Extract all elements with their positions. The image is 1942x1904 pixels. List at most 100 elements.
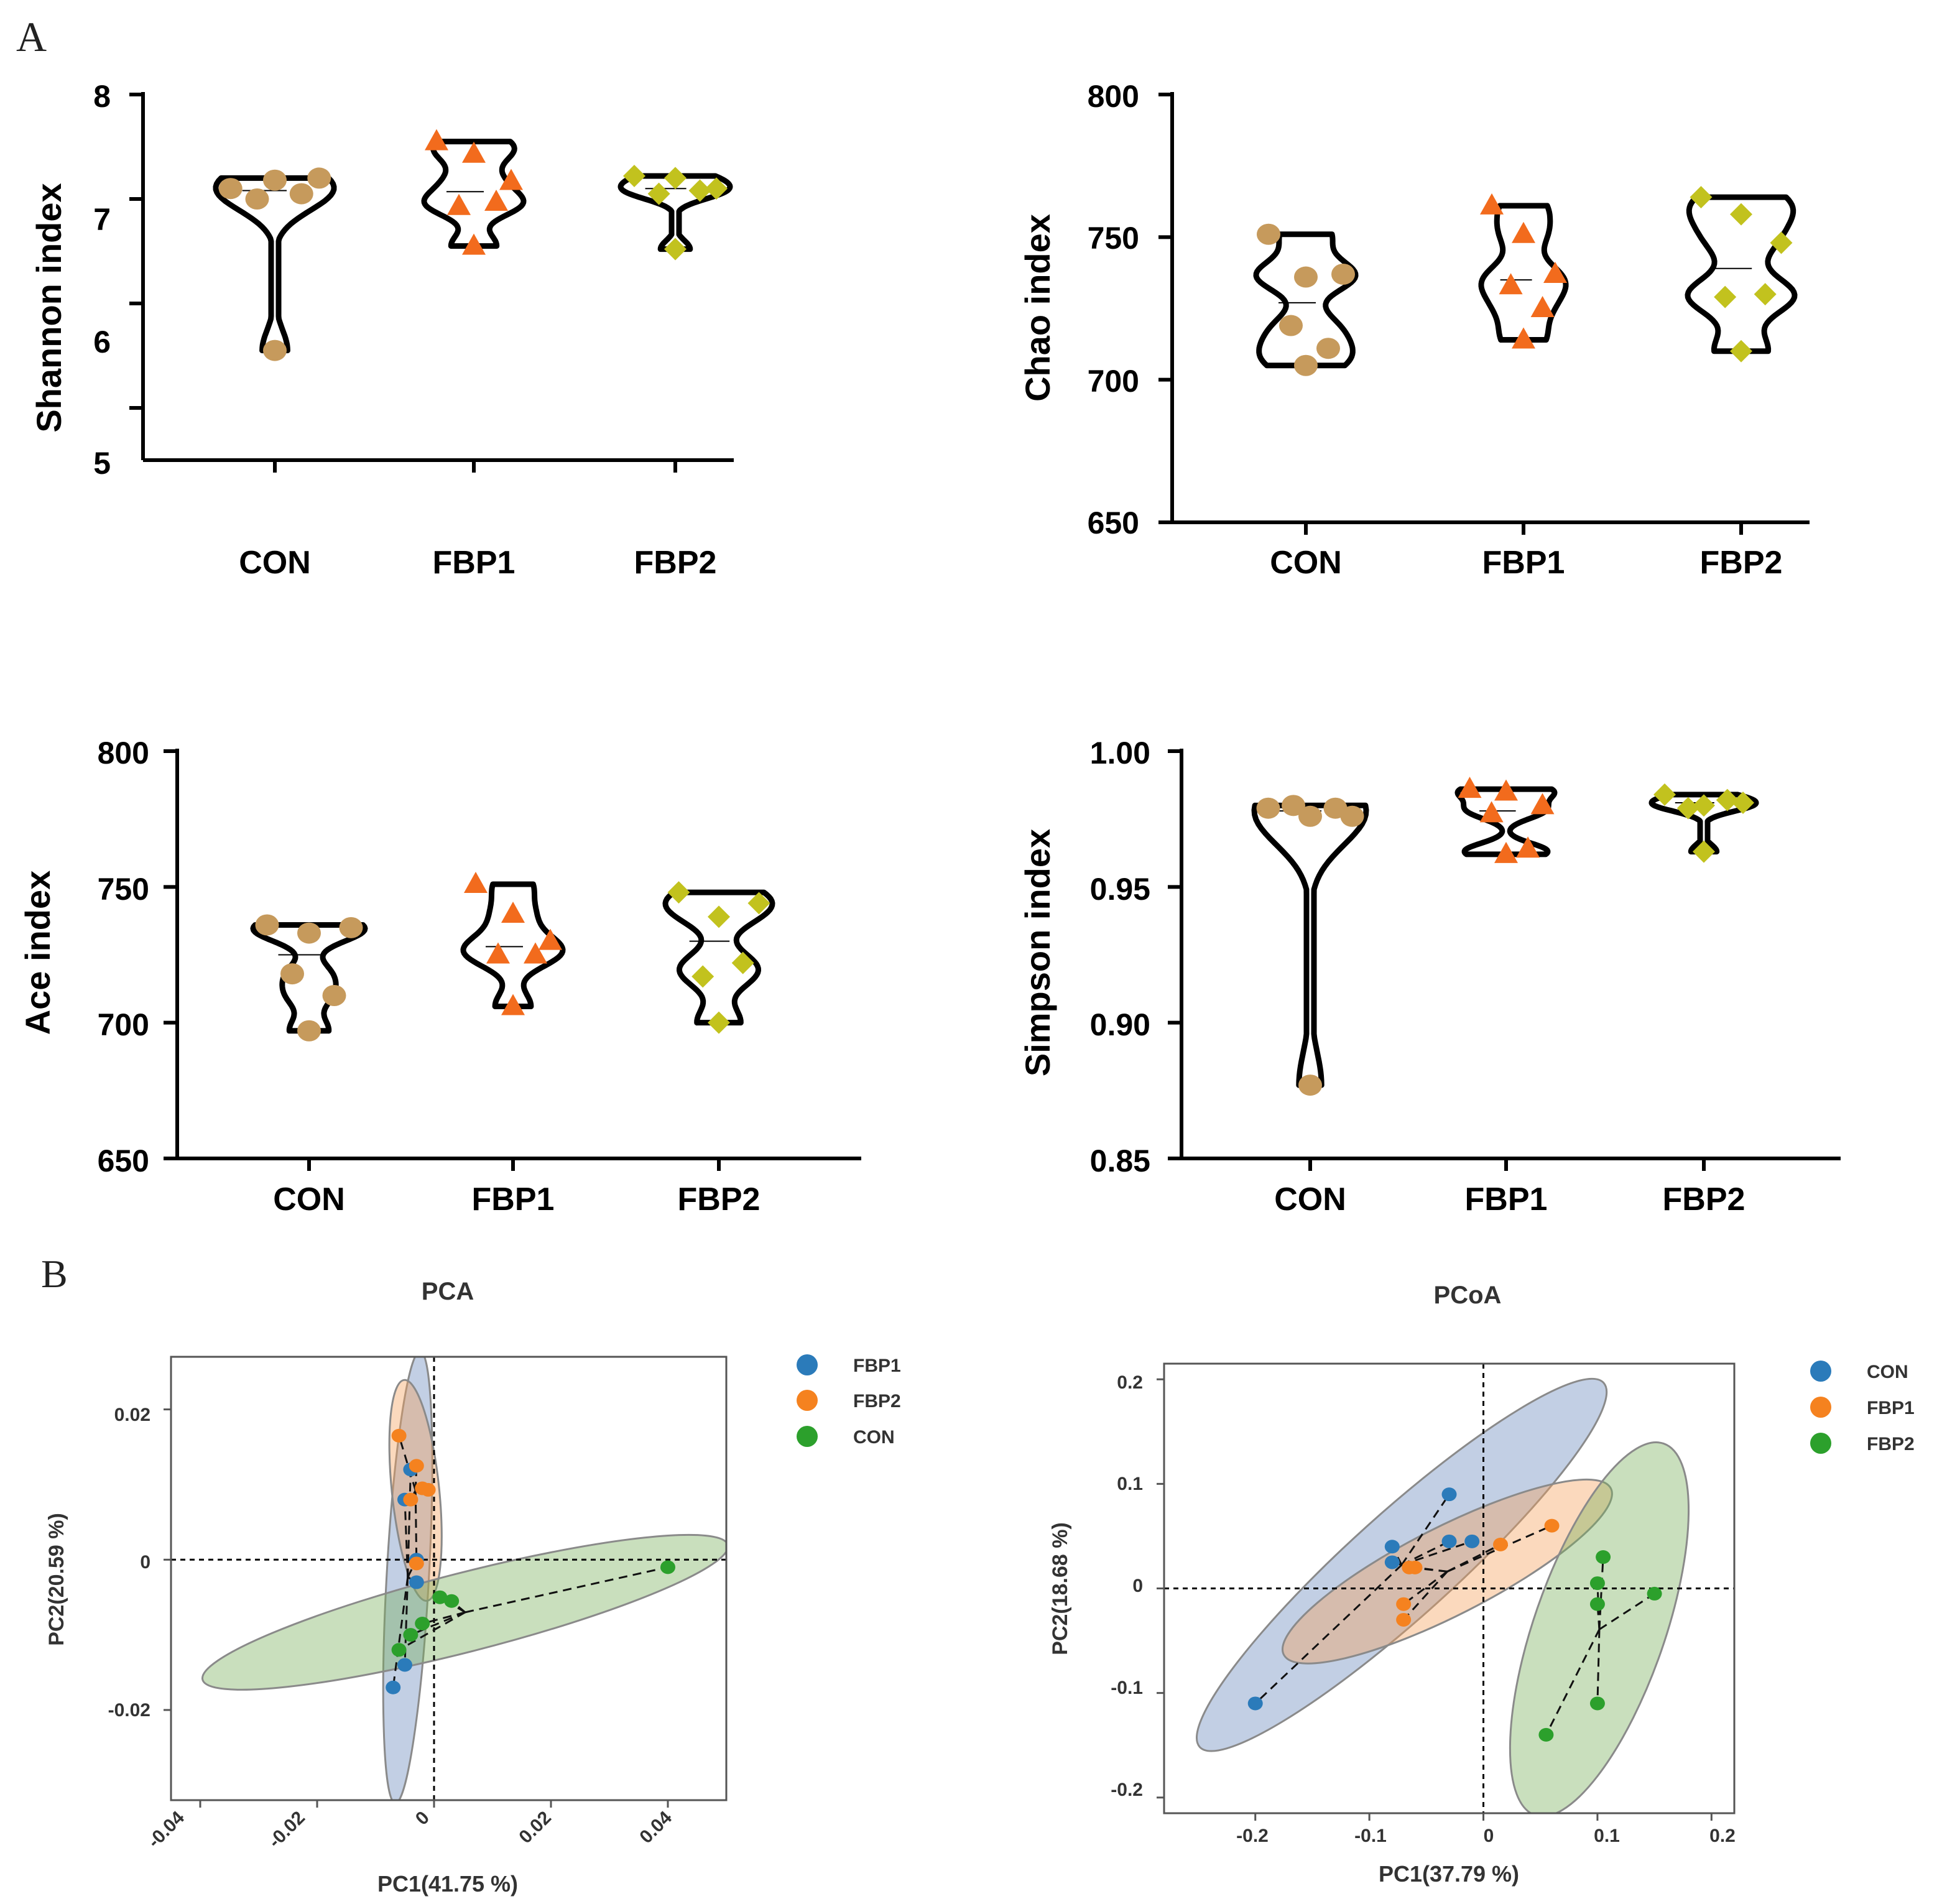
centroid-spoke xyxy=(465,1566,668,1614)
confidence-ellipses xyxy=(1196,1377,1690,1813)
data-point xyxy=(1690,186,1713,209)
data-point xyxy=(1589,1576,1605,1591)
violin-fbp1 xyxy=(460,881,566,1009)
centroid-spoke xyxy=(1446,1543,1501,1573)
plot-frame xyxy=(170,1356,728,1801)
x-tick-label: -0.1 xyxy=(1354,1826,1387,1846)
data-point xyxy=(1714,285,1737,308)
data-points xyxy=(218,129,728,361)
data-point xyxy=(432,1590,448,1604)
axes xyxy=(1168,749,1841,1171)
y-tick-label: 750 xyxy=(1088,221,1139,256)
data-point xyxy=(420,1482,436,1497)
centroid-spoke xyxy=(398,1435,417,1491)
x-tick-label: 0.1 xyxy=(1594,1826,1620,1846)
data-point xyxy=(501,902,525,923)
y-tick-label: 0.95 xyxy=(1090,872,1150,907)
data-point xyxy=(289,183,313,205)
data-point xyxy=(1589,1696,1605,1711)
data-point xyxy=(1647,1586,1662,1601)
data-point xyxy=(386,1680,401,1694)
data-point xyxy=(1257,223,1280,245)
centroid-spoke xyxy=(1403,1571,1448,1620)
data-point xyxy=(1402,1560,1417,1574)
y-tick-label: 5 xyxy=(93,446,111,481)
violin-fbp1 xyxy=(421,139,527,249)
y-tick-label: 650 xyxy=(1088,506,1139,540)
data-point xyxy=(425,129,448,150)
y-tick-label: 0.90 xyxy=(1090,1007,1150,1042)
data-point xyxy=(464,871,488,893)
data-point xyxy=(245,188,269,210)
reference-lines xyxy=(1164,1364,1734,1813)
data-point xyxy=(403,1628,418,1642)
data-points xyxy=(1247,1487,1662,1742)
legend-entry: FBP1 xyxy=(853,1356,901,1376)
data-point xyxy=(623,165,645,188)
x-category-label: FBP1 xyxy=(472,1181,555,1218)
centroid-spoke xyxy=(1596,1629,1601,1704)
data-point xyxy=(1653,783,1676,806)
centroid-spoke xyxy=(1254,1564,1403,1704)
data-point xyxy=(524,942,547,964)
data-point xyxy=(1331,263,1355,285)
data-point xyxy=(539,928,562,950)
legend-marker xyxy=(797,1426,818,1447)
data-point xyxy=(1544,1518,1560,1533)
x-tick-label: -0.2 xyxy=(1236,1826,1269,1846)
legend-entry: FBP2 xyxy=(1867,1434,1915,1454)
legend-entry: CON xyxy=(853,1427,895,1448)
chart-title: PCoA xyxy=(1434,1282,1502,1309)
data-point xyxy=(1384,1540,1400,1554)
x-axis-label: PC1(37.79 %) xyxy=(1379,1861,1519,1887)
centroid-spoke xyxy=(1403,1571,1448,1605)
data-point xyxy=(1384,1555,1400,1569)
data-point xyxy=(1323,797,1348,819)
x-tick-label: -0.02 xyxy=(264,1808,309,1852)
legend-marker xyxy=(1810,1397,1831,1418)
data-point xyxy=(1589,1597,1605,1611)
data-point xyxy=(297,922,321,944)
y-tick-label: 7 xyxy=(93,202,111,237)
centroid-spoke xyxy=(1446,1525,1553,1573)
y-tick-label: 0.2 xyxy=(1117,1372,1143,1393)
data-point xyxy=(322,985,346,1006)
data-point xyxy=(1247,1696,1263,1711)
data-points xyxy=(386,1428,675,1694)
data-points xyxy=(255,871,770,1042)
x-category-label: CON xyxy=(239,545,311,581)
data-point xyxy=(705,177,728,200)
data-point xyxy=(409,1556,424,1571)
legend-marker xyxy=(797,1354,818,1375)
x-category-label: FBP1 xyxy=(1482,545,1565,581)
data-point xyxy=(731,951,754,974)
violin-fbp2 xyxy=(662,889,775,1026)
y-axis-label: PC2(20.59 %) xyxy=(45,1513,68,1646)
y-tick-label: 0.1 xyxy=(1117,1474,1143,1494)
data-point xyxy=(307,167,331,189)
data-point xyxy=(397,1658,412,1672)
panel-label-a: A xyxy=(16,13,47,60)
data-point xyxy=(660,1560,675,1574)
legend-marker xyxy=(1810,1361,1831,1382)
data-point xyxy=(664,167,687,190)
y-tick-label: 0 xyxy=(140,1552,150,1573)
data-point xyxy=(1512,327,1535,349)
data-point xyxy=(486,942,510,964)
data-point xyxy=(708,1011,730,1034)
violin-con xyxy=(213,175,337,354)
confidence-ellipses xyxy=(201,1357,726,1800)
violin-fbp2 xyxy=(1685,194,1798,354)
centroid-spoke xyxy=(1401,1540,1450,1566)
axes xyxy=(1158,92,1810,535)
centroid-spoke xyxy=(1598,1556,1604,1630)
legend-marker xyxy=(797,1390,818,1411)
y-tick-label: -0.2 xyxy=(1111,1780,1143,1800)
data-point xyxy=(1494,779,1518,801)
legend: FBP1 FBP2 CON xyxy=(797,1354,901,1448)
data-point xyxy=(280,963,304,985)
x-category-label: CON xyxy=(1270,545,1342,581)
data-point xyxy=(1530,793,1555,815)
data-point xyxy=(1693,794,1715,817)
